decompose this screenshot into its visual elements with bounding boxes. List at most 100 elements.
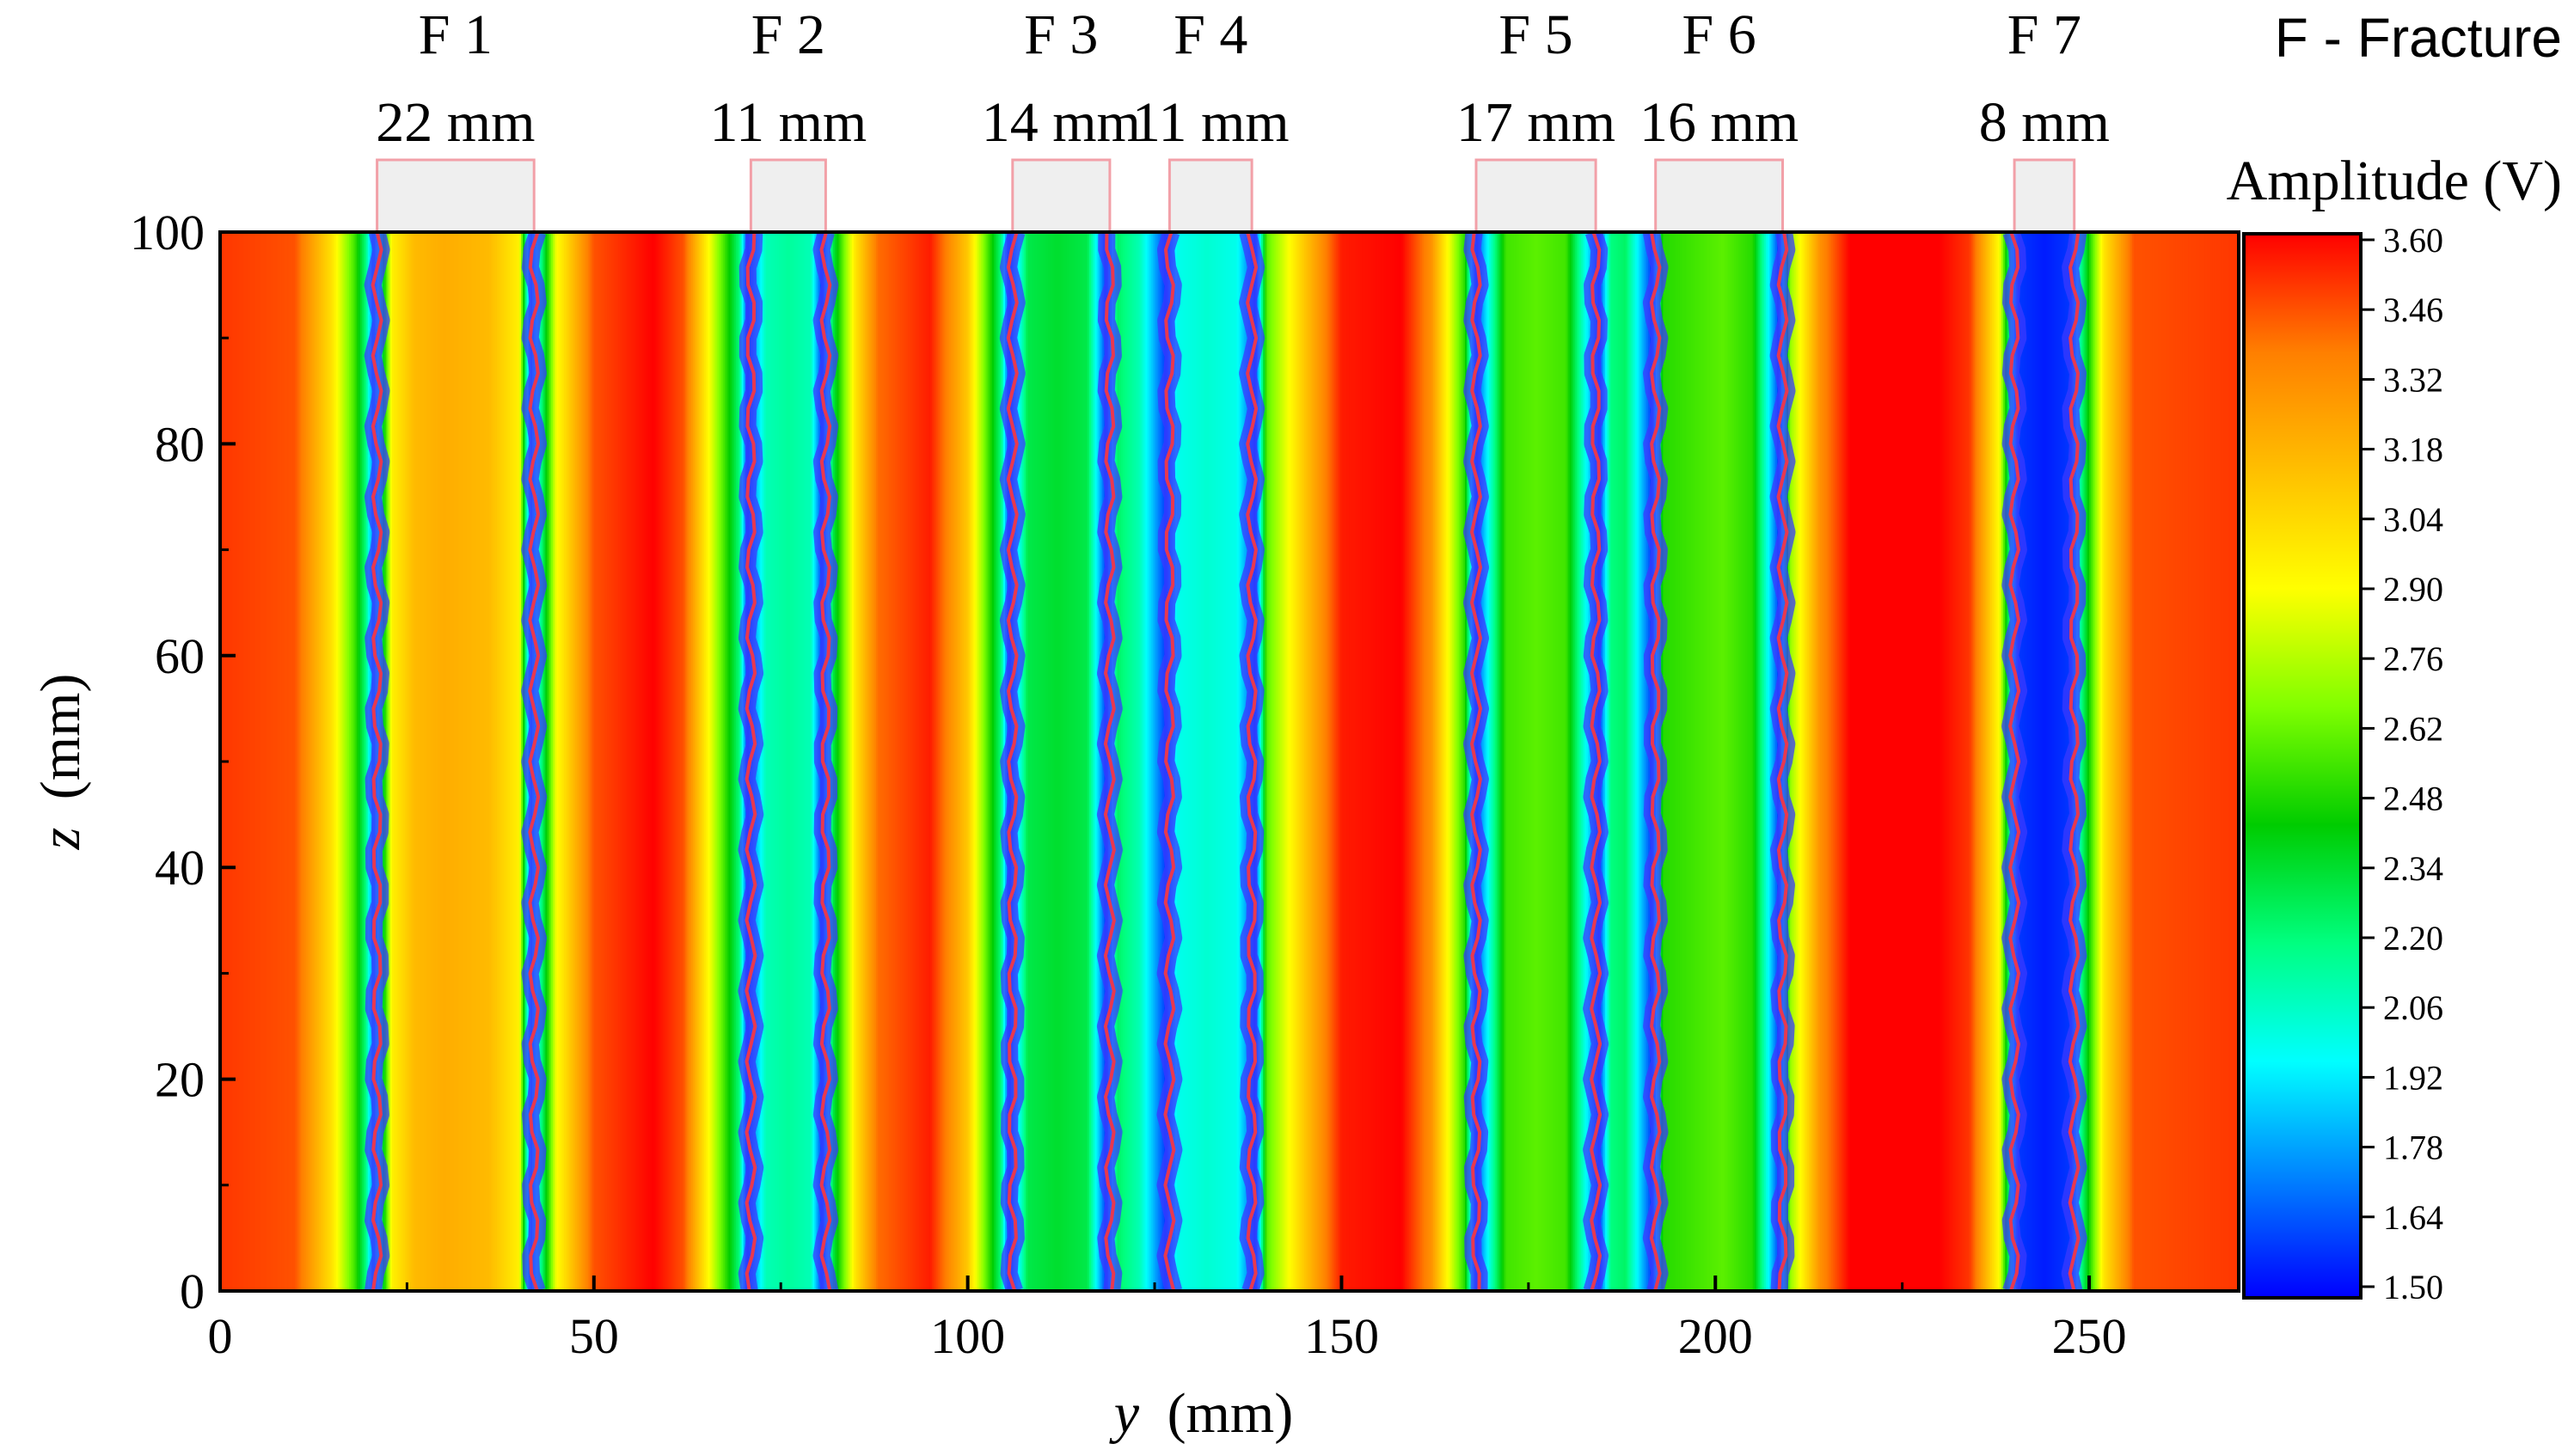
heatmap-cell (324, 232, 328, 1291)
heatmap-cell (421, 232, 425, 1291)
heatmap-cell (2182, 232, 2185, 1291)
heatmap-cell (278, 232, 281, 1291)
heatmap-cell (1498, 232, 1502, 1291)
heatmap-cell (1328, 232, 1332, 1291)
heatmap-cell (1389, 232, 1393, 1291)
heatmap-cell (356, 232, 359, 1291)
heatmap-cell (1131, 232, 1135, 1291)
heatmap-cell (668, 232, 671, 1291)
heatmap-cell (1715, 232, 1719, 1291)
heatmap-cell (725, 232, 727, 1291)
heatmap-cell (1306, 232, 1309, 1291)
heatmap-cell (652, 232, 655, 1291)
heatmap-cell (1026, 232, 1028, 1291)
heatmap-cell (1272, 232, 1275, 1291)
heatmap-cell (627, 232, 630, 1291)
colorbar-tick-label: 1.78 (2383, 1129, 2443, 1167)
heatmap-cell (260, 232, 264, 1291)
heatmap-cell (1496, 232, 1499, 1291)
heatmap-cell (276, 232, 279, 1291)
heatmap-cell (1451, 232, 1455, 1291)
heatmap-cell (2044, 232, 2047, 1291)
heatmap-cell (1438, 232, 1442, 1291)
heatmap-cell (1394, 232, 1397, 1291)
heatmap-cell (394, 232, 397, 1291)
heatmap-cell (401, 232, 404, 1291)
heatmap-cell (431, 232, 434, 1291)
heatmap-cell (1874, 232, 1878, 1291)
heatmap-cell (410, 232, 414, 1291)
fracture-width-label: 11 mm (1132, 91, 1290, 154)
fracture-marker-box (1011, 158, 1112, 234)
heatmap-cell (1442, 232, 1445, 1291)
heatmap-cell (722, 232, 726, 1291)
heatmap-cell (1087, 232, 1090, 1291)
heatmap-cell (700, 232, 703, 1291)
heatmap-cell (1515, 232, 1518, 1291)
heatmap-cell (539, 232, 542, 1291)
heatmap-cell (1960, 232, 1964, 1291)
heatmap-cell (358, 232, 361, 1291)
heatmap-cell (1220, 232, 1223, 1291)
heatmap-cell (1085, 232, 1088, 1291)
heatmap-cell (1951, 232, 1954, 1291)
heatmap-cell (2123, 232, 2126, 1291)
heatmap-cell (1964, 232, 1967, 1291)
heatmap-cell (685, 232, 689, 1291)
heatmap-cell (883, 232, 886, 1291)
heatmap-cell (448, 232, 451, 1291)
heatmap-cell (1578, 232, 1582, 1291)
heatmap-cell (2160, 232, 2163, 1291)
heatmap-cell (900, 232, 904, 1291)
heatmap-cell (1392, 232, 1395, 1291)
heatmap-cell (1569, 232, 1572, 1291)
fracture-id-label: F 4 (1174, 3, 1247, 66)
fracture-width-label: 22 mm (376, 91, 535, 154)
heatmap-cell (1840, 232, 1843, 1291)
heatmap-cell (977, 232, 980, 1291)
heatmap-cell (1401, 232, 1404, 1291)
heatmap-cell (420, 232, 423, 1291)
heatmap-cell (623, 232, 627, 1291)
heatmap-cell (1526, 232, 1529, 1291)
heatmap-cell (655, 232, 659, 1291)
colorbar-scale (2242, 232, 2363, 1300)
heatmap-cell (1722, 232, 1725, 1291)
heatmap-cell (650, 232, 653, 1291)
heatmap-cell (1612, 232, 1615, 1291)
heatmap-cell (646, 232, 649, 1291)
heatmap-cell (878, 232, 881, 1291)
heatmap-cell (620, 232, 623, 1291)
heatmap-cell (1241, 232, 1244, 1291)
heatmap-cell (1808, 232, 1811, 1291)
heatmap-cell (249, 232, 253, 1291)
heatmap-cell (1702, 232, 1706, 1291)
heatmap-cell (951, 232, 954, 1291)
heatmap-cell (1926, 232, 1929, 1291)
heatmap-cell (1492, 232, 1496, 1291)
heatmap-cell (1397, 232, 1400, 1291)
heatmap-cell (790, 232, 794, 1291)
colorbar-tick-label: 3.32 (2383, 360, 2443, 399)
heatmap-cell (779, 232, 782, 1291)
heatmap-cell (1700, 232, 1703, 1291)
heatmap-cell (1188, 232, 1192, 1291)
heatmap-cell (633, 232, 636, 1291)
heatmap-cell (704, 232, 708, 1291)
heatmap-cell (2218, 232, 2222, 1291)
heatmap-cell (567, 232, 571, 1291)
heatmap-cell (2180, 232, 2184, 1291)
colorbar-tick-label: 3.18 (2383, 431, 2443, 469)
heatmap-cell (1098, 232, 1101, 1291)
heatmap-cell (483, 232, 487, 1291)
heatmap-cell (1295, 232, 1298, 1291)
heatmap-cell (1311, 232, 1315, 1291)
heatmap-cell (1685, 232, 1688, 1291)
heatmap-cell (1625, 232, 1628, 1291)
heatmap-cell (1313, 232, 1316, 1291)
heatmap-cell (500, 232, 504, 1291)
y-tick-label: 100 (130, 205, 205, 260)
heatmap-cell (351, 232, 354, 1291)
heatmap-cell (504, 232, 507, 1291)
heatmap-cell (892, 232, 896, 1291)
